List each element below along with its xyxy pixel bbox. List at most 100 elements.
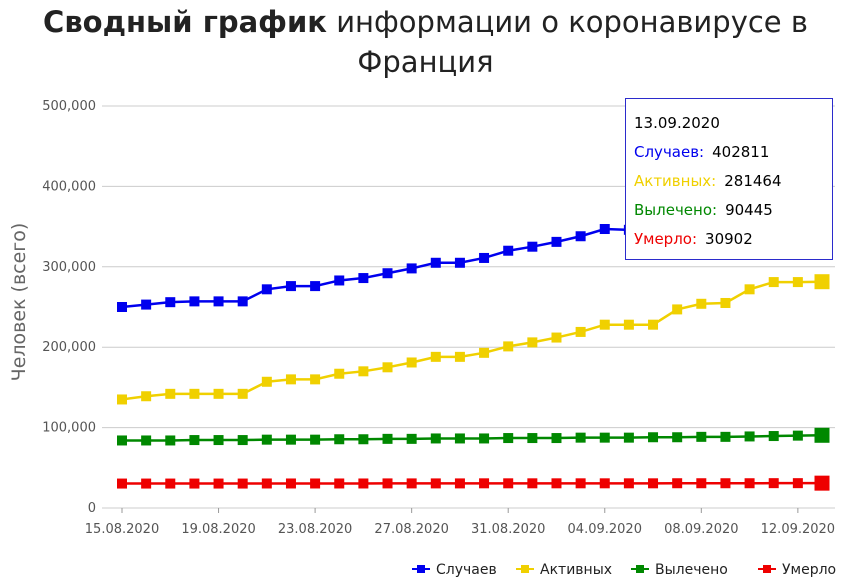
data-point[interactable] — [117, 435, 127, 446]
data-point[interactable] — [503, 433, 514, 444]
data-point[interactable] — [310, 434, 321, 445]
data-point[interactable] — [551, 236, 562, 247]
data-point[interactable] — [334, 368, 345, 379]
data-point[interactable] — [334, 275, 345, 286]
data-point[interactable] — [237, 478, 248, 489]
data-point[interactable] — [117, 478, 127, 489]
data-point[interactable] — [189, 388, 200, 399]
data-point[interactable] — [165, 388, 176, 399]
data-point[interactable] — [599, 224, 610, 235]
data-point[interactable] — [503, 245, 514, 256]
data-point[interactable] — [720, 478, 731, 489]
data-point[interactable] — [792, 478, 803, 489]
data-point[interactable] — [575, 231, 586, 242]
data-point[interactable] — [454, 257, 465, 268]
data-point[interactable] — [117, 302, 127, 312]
data-point[interactable] — [382, 362, 393, 373]
data-point[interactable] — [551, 332, 562, 343]
data-point[interactable] — [310, 374, 321, 385]
legend[interactable]: Случаев Активных Вылечено Умерло — [412, 562, 836, 578]
data-point[interactable] — [623, 319, 634, 330]
data-point[interactable] — [261, 284, 272, 295]
data-point[interactable] — [189, 296, 200, 307]
data-point[interactable] — [454, 478, 465, 489]
data-point[interactable] — [744, 431, 755, 442]
data-point[interactable] — [672, 478, 683, 489]
data-point[interactable] — [454, 433, 465, 444]
data-point[interactable] — [382, 268, 393, 279]
data-point[interactable] — [814, 427, 830, 443]
data-point[interactable] — [358, 273, 369, 284]
legend-item[interactable]: Умерло — [758, 562, 836, 578]
data-point[interactable] — [648, 478, 659, 489]
data-point[interactable] — [285, 281, 296, 292]
data-point[interactable] — [479, 478, 490, 489]
data-point[interactable] — [141, 299, 152, 310]
data-point[interactable] — [814, 475, 830, 491]
data-point[interactable] — [744, 284, 755, 295]
data-point[interactable] — [285, 478, 296, 489]
data-point[interactable] — [237, 435, 248, 446]
data-point[interactable] — [696, 298, 707, 309]
data-point[interactable] — [117, 394, 127, 405]
data-point[interactable] — [382, 478, 393, 489]
data-point[interactable] — [141, 478, 152, 489]
data-point[interactable] — [672, 432, 683, 443]
data-point[interactable] — [599, 478, 610, 489]
data-point[interactable] — [285, 434, 296, 445]
data-point[interactable] — [696, 431, 707, 442]
data-point[interactable] — [503, 478, 514, 489]
data-point[interactable] — [310, 478, 321, 489]
data-point[interactable] — [648, 432, 659, 443]
data-point[interactable] — [599, 319, 610, 330]
data-point[interactable] — [334, 434, 345, 445]
data-point[interactable] — [430, 257, 441, 268]
data-point[interactable] — [358, 478, 369, 489]
data-point[interactable] — [792, 277, 803, 288]
data-point[interactable] — [814, 274, 830, 290]
data-point[interactable] — [165, 478, 176, 489]
data-point[interactable] — [189, 435, 200, 446]
data-point[interactable] — [720, 297, 731, 308]
data-point[interactable] — [575, 326, 586, 337]
data-point[interactable] — [382, 433, 393, 444]
data-point[interactable] — [768, 431, 779, 442]
data-point[interactable] — [792, 430, 803, 441]
data-point[interactable] — [237, 296, 248, 307]
data-point[interactable] — [623, 478, 634, 489]
data-point[interactable] — [527, 337, 538, 348]
data-point[interactable] — [479, 252, 490, 263]
data-point[interactable] — [503, 341, 514, 352]
data-point[interactable] — [768, 478, 779, 489]
data-point[interactable] — [527, 433, 538, 444]
data-point[interactable] — [261, 478, 272, 489]
legend-item[interactable]: Случаев — [412, 562, 497, 578]
data-point[interactable] — [310, 281, 321, 292]
data-point[interactable] — [696, 478, 707, 489]
data-point[interactable] — [527, 478, 538, 489]
data-point[interactable] — [285, 374, 296, 385]
data-point[interactable] — [720, 431, 731, 442]
data-point[interactable] — [744, 478, 755, 489]
data-point[interactable] — [430, 478, 441, 489]
data-point[interactable] — [406, 433, 417, 444]
data-point[interactable] — [213, 388, 224, 399]
data-point[interactable] — [479, 347, 490, 358]
data-point[interactable] — [406, 263, 417, 274]
data-point[interactable] — [358, 366, 369, 377]
data-point[interactable] — [261, 434, 272, 445]
data-point[interactable] — [358, 434, 369, 445]
data-point[interactable] — [213, 478, 224, 489]
data-point[interactable] — [141, 391, 152, 402]
data-point[interactable] — [261, 376, 272, 387]
data-point[interactable] — [551, 478, 562, 489]
data-point[interactable] — [575, 478, 586, 489]
data-point[interactable] — [237, 388, 248, 399]
data-point[interactable] — [406, 357, 417, 368]
data-point[interactable] — [623, 432, 634, 443]
data-point[interactable] — [430, 433, 441, 444]
data-point[interactable] — [213, 296, 224, 307]
data-point[interactable] — [599, 432, 610, 443]
data-point[interactable] — [141, 435, 152, 446]
data-point[interactable] — [527, 241, 538, 252]
